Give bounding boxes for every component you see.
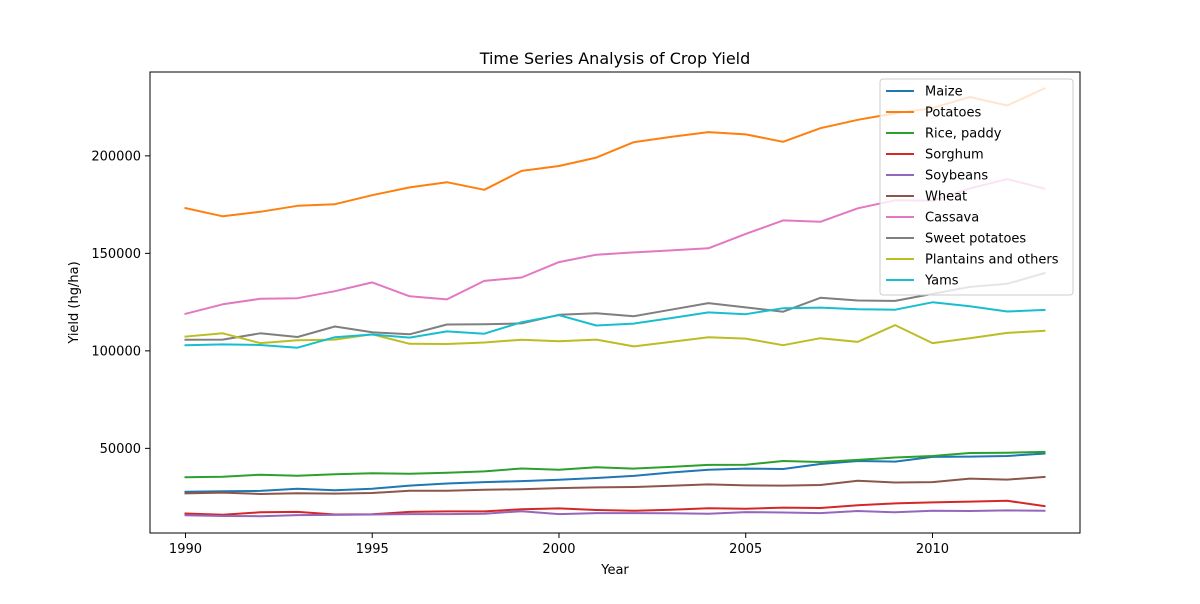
- legend-label: Potatoes: [925, 106, 981, 121]
- legend-label: Cassava: [925, 211, 979, 226]
- legend-label: Plantains and others: [925, 253, 1059, 268]
- y-axis-label: Yield (hg/ha): [67, 261, 82, 344]
- y-axis: 50000 100000 150000 200000: [91, 149, 150, 457]
- legend-label: Sorghum: [925, 148, 984, 163]
- x-tick-label: 2010: [916, 542, 949, 557]
- x-axis-label: Year: [600, 563, 629, 578]
- x-axis: 1990 1995 2000 2005 2010: [169, 533, 949, 557]
- plot-area-frame: [149, 71, 1081, 534]
- y-tick-label: 200000: [91, 149, 141, 164]
- y-tick-label: 50000: [100, 442, 141, 457]
- legend-label: Yams: [924, 274, 959, 289]
- legend: Maize Potatoes Rice, paddy Sorghum Soybeans W…: [879, 78, 1074, 296]
- legend-label: Soybeans: [925, 169, 988, 184]
- y-tick-label: 150000: [91, 247, 141, 262]
- legend-label: Maize: [925, 85, 963, 100]
- series-line-rice-paddy: [184, 450, 1046, 479]
- x-tick-label: 1990: [169, 542, 202, 557]
- legend-box: [879, 78, 1074, 296]
- legend-label: Wheat: [925, 190, 967, 205]
- series-line-wheat: [184, 475, 1046, 495]
- series-line-yams: [184, 301, 1046, 349]
- x-tick-label: 1995: [356, 542, 389, 557]
- x-tick-label: 2000: [542, 542, 575, 557]
- y-tick-label: 100000: [91, 344, 141, 359]
- x-tick-label: 2005: [729, 542, 762, 557]
- series-line-maize: [184, 452, 1046, 493]
- chart-title: Time Series Analysis of Crop Yield: [479, 49, 751, 68]
- legend-label: Rice, paddy: [925, 127, 1002, 142]
- series-line-sweet-potatoes: [184, 271, 1046, 341]
- legend-label: Sweet potatoes: [925, 232, 1026, 247]
- series-line-soybeans: [184, 509, 1046, 518]
